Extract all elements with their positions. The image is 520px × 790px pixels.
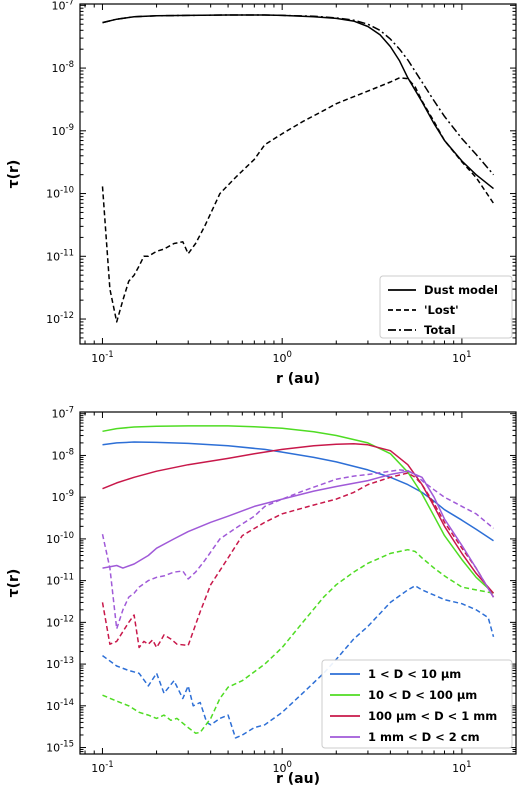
- y-tick-label: 10-9: [52, 123, 74, 138]
- y-tick-label: 10-12: [46, 311, 74, 326]
- y-tick-label: 10-8: [52, 447, 74, 462]
- x-tick-label: 10-1: [91, 350, 113, 365]
- bottom-axis-layer: 10-1 100 101 10-15 10-14 10-13 10-12 10-11 10-10…: [46, 406, 517, 775]
- series-line-1-6: [102, 470, 495, 598]
- series-line-1-5: [101, 472, 495, 649]
- y-tick-label: 10-12: [46, 614, 74, 629]
- y-tick-label: 10-10: [46, 531, 74, 546]
- series-line-0-1: [101, 77, 495, 323]
- top-legend: Dust model 'Lost' Total: [379, 275, 513, 339]
- y-tick-label: 10-9: [52, 489, 74, 504]
- legend-label: 1 mm < D < 2 cm: [368, 730, 480, 744]
- y-tick-label: 10-7: [52, 0, 74, 12]
- bottom-series-layer: [101, 425, 495, 739]
- x-tick-label: 101: [452, 350, 471, 365]
- series-line-0-2: [102, 14, 495, 176]
- x-tick-label: 10-1: [91, 760, 113, 775]
- bottom-y-axis-label: τ(r): [6, 569, 22, 598]
- x-tick-label: 100: [272, 350, 291, 365]
- legend-frame: [379, 275, 513, 339]
- legend-label: Total: [424, 323, 455, 337]
- y-tick-label: 10-11: [46, 248, 74, 263]
- y-tick-label: 10-7: [52, 406, 74, 421]
- series-line-1-2: [102, 425, 495, 594]
- bottom-chart: 10-1 100 101 10-15 10-14 10-13 10-12 10-11 10-10…: [6, 406, 517, 787]
- series-line-1-1: [102, 585, 495, 739]
- series-line-1-0: [102, 441, 494, 542]
- legend-label: 1 < D < 10 μm: [368, 667, 461, 681]
- top-series-layer: [101, 14, 495, 323]
- top-axis-layer: 10-1 100 101 10-12 10-11 10-10 10-9 10-8 10-7: [46, 0, 517, 365]
- x-tick-label: 100: [272, 760, 291, 775]
- top-x-axis-label: r (au): [276, 371, 320, 387]
- y-tick-label: 10-8: [52, 60, 74, 75]
- bottom-x-axis-label: r (au): [276, 771, 320, 787]
- legend-label: 'Lost': [424, 303, 459, 317]
- legend-frame: [321, 659, 513, 749]
- top-chart: 10-1 100 101 10-12 10-11 10-10 10-9 10-8 10-7 r …: [6, 0, 517, 387]
- y-tick-label: 10-14: [46, 698, 74, 713]
- bottom-legend: 1 < D < 10 μm 10 < D < 100 μm 100 μm < D <…: [321, 659, 513, 749]
- series-line-1-4: [102, 443, 495, 594]
- y-tick-label: 10-15: [46, 740, 74, 755]
- top-y-axis-label: τ(r): [6, 160, 22, 189]
- y-tick-label: 10-10: [46, 186, 74, 201]
- legend-label: 10 < D < 100 μm: [368, 688, 477, 702]
- legend-label: 100 μm < D < 1 mm: [368, 709, 497, 723]
- series-line-1-3: [102, 548, 494, 734]
- y-tick-label: 10-13: [46, 656, 74, 671]
- legend-label: Dust model: [424, 283, 498, 297]
- series-line-1-7: [101, 469, 494, 630]
- y-tick-label: 10-11: [46, 573, 74, 588]
- x-tick-label: 101: [452, 760, 471, 775]
